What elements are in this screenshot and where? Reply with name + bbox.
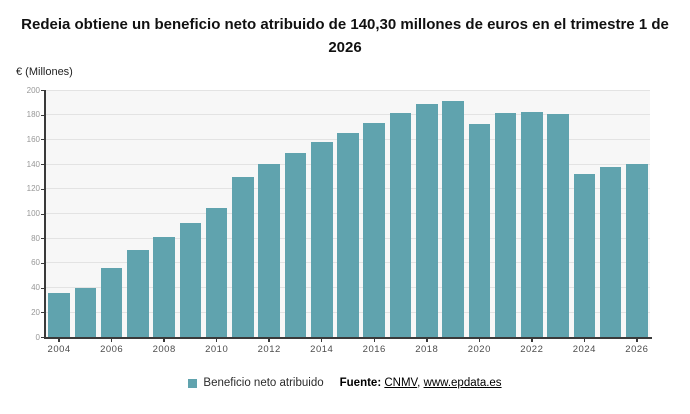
y-tick-mark-60 bbox=[41, 262, 45, 264]
gridline-180 bbox=[46, 114, 650, 116]
chart-plot-area bbox=[46, 89, 650, 337]
legend-swatch-icon bbox=[188, 378, 198, 388]
x-tick-label-2012: 2012 bbox=[257, 344, 281, 355]
bar-2016[interactable] bbox=[363, 122, 386, 337]
y-tick-mark-140 bbox=[41, 164, 45, 166]
x-tick-label-2026: 2026 bbox=[625, 344, 649, 355]
bar-2009[interactable] bbox=[179, 222, 202, 337]
y-tick-label-200: 200 bbox=[26, 85, 40, 95]
y-tick-mark-200 bbox=[41, 90, 45, 91]
x-tick-mark-2018 bbox=[426, 339, 428, 342]
y-tick-mark-120 bbox=[41, 188, 45, 190]
y-axis-title: € (Millones) bbox=[16, 66, 73, 78]
source-link-cnmv[interactable]: CNMV bbox=[384, 377, 418, 389]
x-tick-mark-2004 bbox=[58, 339, 60, 342]
bar-2008[interactable] bbox=[153, 236, 175, 337]
bar-2019[interactable] bbox=[442, 101, 464, 337]
y-tick-label-80: 80 bbox=[31, 233, 40, 243]
x-tick-label-2008: 2008 bbox=[152, 344, 176, 355]
x-tick-label-2016: 2016 bbox=[362, 344, 386, 355]
y-tick-label-40: 40 bbox=[31, 283, 40, 293]
bar-2005[interactable] bbox=[74, 288, 97, 337]
bar-2007[interactable] bbox=[127, 250, 149, 337]
y-tick-mark-20 bbox=[41, 312, 45, 314]
y-tick-mark-180 bbox=[41, 114, 45, 116]
bar-2023[interactable] bbox=[547, 114, 569, 337]
y-tick-label-20: 20 bbox=[31, 307, 40, 317]
bar-2022[interactable] bbox=[521, 112, 543, 337]
x-tick-label-2020: 2020 bbox=[467, 344, 491, 355]
bar-2024[interactable] bbox=[573, 173, 596, 337]
bar-2014[interactable] bbox=[310, 142, 333, 337]
legend-item: Beneficio neto atribuido bbox=[188, 377, 324, 389]
bar-2020[interactable] bbox=[468, 124, 491, 337]
bar-2017[interactable] bbox=[389, 112, 412, 337]
gridline-200 bbox=[46, 89, 650, 91]
x-tick-mark-2014 bbox=[320, 339, 323, 342]
x-tick-label-2024: 2024 bbox=[572, 344, 596, 355]
y-tick-mark-40 bbox=[41, 287, 45, 289]
bar-2021[interactable] bbox=[494, 113, 517, 337]
bar-2015[interactable] bbox=[337, 132, 359, 337]
x-tick-mark-2008 bbox=[163, 339, 165, 342]
bar-2006[interactable] bbox=[100, 268, 123, 337]
source-line: Fuente: CNMV, www.epdata.es bbox=[340, 377, 502, 389]
source-prefix: Fuente: bbox=[339, 377, 382, 389]
x-tick-mark-2024 bbox=[583, 339, 586, 342]
x-tick-mark-2020 bbox=[478, 339, 481, 342]
legend-label: Beneficio neto atribuido bbox=[203, 377, 324, 389]
x-tick-mark-2016 bbox=[373, 339, 375, 342]
y-tick-mark-80 bbox=[41, 238, 45, 240]
y-axis-line bbox=[44, 90, 46, 338]
y-tick-label-100: 100 bbox=[26, 209, 40, 218]
bar-2018[interactable] bbox=[416, 103, 438, 337]
bar-2013[interactable] bbox=[284, 152, 307, 337]
source-link-epdata[interactable]: www.epdata.es bbox=[423, 377, 502, 389]
source-separator: , bbox=[417, 377, 424, 389]
y-tick-label-60: 60 bbox=[31, 258, 40, 268]
page-title: Redeia obtiene un beneficio neto atribui… bbox=[21, 16, 669, 56]
x-tick-mark-2026 bbox=[636, 339, 638, 342]
y-tick-mark-160 bbox=[41, 139, 45, 141]
bar-2012[interactable] bbox=[258, 163, 280, 337]
x-tick-label-2018: 2018 bbox=[415, 344, 439, 355]
x-tick-label-2022: 2022 bbox=[520, 344, 544, 355]
y-tick-label-0: 0 bbox=[35, 332, 40, 342]
x-tick-label-2014: 2014 bbox=[310, 344, 334, 355]
bar-2025[interactable] bbox=[599, 166, 622, 337]
x-tick-label-2010: 2010 bbox=[205, 344, 229, 355]
bar-2011[interactable] bbox=[232, 176, 254, 337]
x-tick-mark-2010 bbox=[215, 339, 218, 342]
x-tick-label-2006: 2006 bbox=[100, 344, 124, 355]
y-tick-label-180: 180 bbox=[26, 110, 40, 120]
x-tick-label-2004: 2004 bbox=[47, 344, 71, 355]
y-tick-label-160: 160 bbox=[26, 134, 40, 144]
bar-2010[interactable] bbox=[205, 207, 228, 337]
y-tick-label-120: 120 bbox=[26, 184, 40, 194]
x-axis-line bbox=[44, 337, 652, 339]
chart-footer: Beneficio neto atribuido Fuente: CNMV, w… bbox=[0, 374, 690, 392]
bar-2004[interactable] bbox=[48, 293, 70, 337]
x-tick-mark-2012 bbox=[268, 339, 270, 342]
x-tick-mark-2006 bbox=[110, 339, 113, 342]
y-tick-mark-100 bbox=[41, 213, 45, 215]
bar-2026[interactable] bbox=[626, 163, 648, 337]
x-tick-mark-2022 bbox=[531, 339, 533, 342]
y-tick-mark-0 bbox=[41, 337, 45, 338]
y-tick-label-140: 140 bbox=[26, 159, 40, 169]
